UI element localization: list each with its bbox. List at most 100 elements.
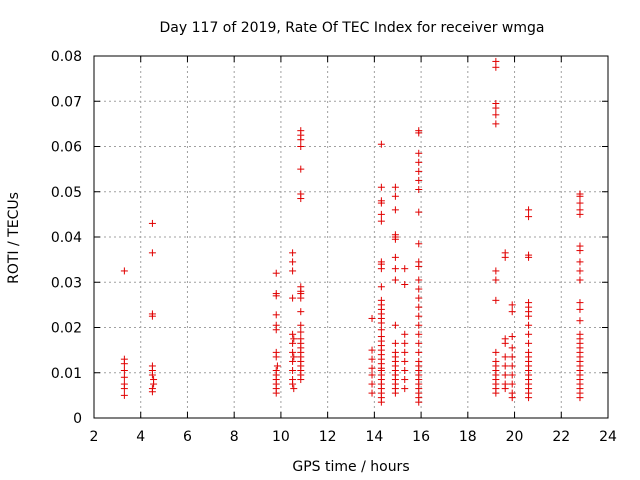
data-point-plus [401,265,409,273]
data-point-plus [415,294,423,302]
data-point-plus [391,235,399,243]
data-point-plus [289,339,297,347]
data-point-plus [508,380,516,388]
data-point-plus [508,344,516,352]
y-tick-label: 0.02 [51,321,82,337]
data-point-plus [576,192,584,200]
data-point-plus [576,299,584,307]
data-point-plus [508,394,516,402]
data-point-plus [401,348,409,356]
data-point-plus [401,366,409,374]
y-axis-label: ROTI / TECUs [6,192,22,284]
data-point-plus [377,398,385,406]
data-point-plus [501,385,509,393]
y-tick-label: 0.04 [51,230,82,246]
data-point-plus [297,328,305,336]
data-point-plus [415,330,423,338]
data-point-plus [501,339,509,347]
data-point-plus [120,385,128,393]
data-point-plus [415,149,423,157]
data-point-plus [391,183,399,191]
data-point-plus [401,376,409,384]
x-tick-label: 18 [459,429,477,445]
data-point-plus [289,249,297,257]
y-tick-label: 0.06 [51,140,82,156]
data-point-plus [272,269,280,277]
data-point-plus [297,376,305,384]
data-point-plus [501,362,509,370]
data-point-plus [272,353,280,361]
x-axis-label: GPS time / hours [292,459,409,475]
data-point-plus [391,321,399,329]
grid-lines [94,56,608,418]
data-point-plus [120,373,128,381]
data-point-plus [289,366,297,374]
data-point-plus [391,206,399,214]
data-point-plus [415,312,423,320]
data-point-plus [525,312,533,320]
data-point-plus [525,213,533,221]
data-point-plus [415,285,423,293]
data-point-plus [377,210,385,218]
data-point-plus [148,219,156,227]
data-point-plus [391,253,399,261]
data-point-plus [290,353,298,361]
data-point-plus [272,292,280,300]
data-point-plus [377,265,385,273]
data-point-plus [290,335,298,343]
data-point-plus [576,258,584,266]
data-point-plus [415,208,423,216]
data-point-plus [297,308,305,316]
y-tick-label: 0.07 [51,94,82,110]
y-tick-label: 0.08 [51,49,82,65]
data-point-plus [148,312,156,320]
data-point-plus [120,267,128,275]
data-point-plus [576,305,584,313]
data-point-plus [290,385,298,393]
data-point-plus [415,348,423,356]
data-point-plus [508,333,516,341]
data-point-plus [120,366,128,374]
data-point-plus [368,355,376,363]
x-tick-labels: 2 4 6 8 10 12 14 16 18 20 22 24 [90,429,617,445]
x-tick-label: 12 [319,429,337,445]
data-point-plus [415,158,423,166]
data-point-plus [576,276,584,284]
data-point-plus [415,129,423,137]
data-point-plus [377,326,385,334]
data-point-plus [415,262,423,270]
data-point-plus [272,389,280,397]
data-point-plus [501,253,509,261]
x-tick-label: 20 [506,429,524,445]
data-point-plus [391,339,399,347]
data-point-plus [289,258,297,266]
data-point-plus [576,317,584,325]
data-point-plus [525,206,533,214]
data-point-plus [377,319,385,327]
y-tick-label: 0.05 [51,185,82,201]
chart-title: Day 117 of 2019, Rate Of TEC Index for r… [160,20,545,36]
data-point-plus [289,294,297,302]
data-point-plus [289,357,297,365]
data-point-plus [492,389,500,397]
data-point-plus [297,136,305,144]
data-point-plus [401,385,409,393]
data-point-plus [401,330,409,338]
data-point-plus [289,330,297,338]
data-point-plus [508,301,516,309]
data-point-plus [525,321,533,329]
data-point-plus [377,140,385,148]
data-point-plus [391,265,399,273]
x-tick-label: 14 [365,429,383,445]
data-point-plus [391,192,399,200]
data-point-plus [272,311,280,319]
data-point-plus [368,364,376,372]
axis-ticks [93,55,609,419]
data-point-plus [401,357,409,365]
data-point-plus [576,210,584,218]
data-point-plus [415,398,423,406]
data-point-plus [576,394,584,402]
y-tick-label: 0.01 [51,366,82,382]
data-point-plus [377,183,385,191]
y-tick-label: 0 [73,411,82,427]
